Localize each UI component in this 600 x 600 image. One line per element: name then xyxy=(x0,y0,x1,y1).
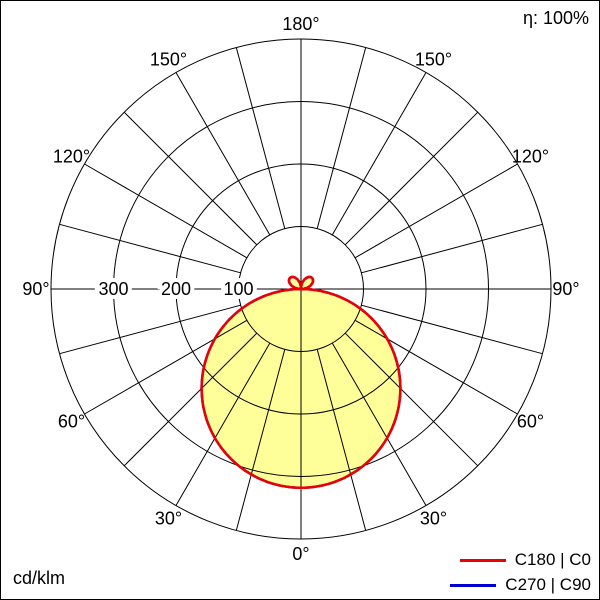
legend: C180 | C0 C270 | C90 xyxy=(450,550,591,595)
legend-line-c270-c90-icon xyxy=(450,583,497,587)
legend-line-c180-c0-icon xyxy=(459,558,506,562)
angle-label: 0° xyxy=(292,544,309,564)
efficiency-label: η: 100% xyxy=(522,8,589,28)
angle-label: 30° xyxy=(155,509,182,529)
ring-label: 200 xyxy=(161,279,191,299)
angle-label: 90° xyxy=(22,279,49,299)
ring-label: 300 xyxy=(98,279,128,299)
legend-item-c180-c0: C180 | C0 xyxy=(450,550,591,570)
angle-label: 150° xyxy=(150,50,187,70)
angle-labels: 0° 30° 30° 60° 60° 90° 90° 120° 120° 150° 150° 180° xyxy=(22,14,579,564)
angle-label: 60° xyxy=(517,412,544,432)
angle-label: 120° xyxy=(512,147,549,167)
legend-item-c270-c90: C270 | C90 xyxy=(450,575,591,595)
ring-labels: 300 200 100 xyxy=(94,275,257,303)
angle-label: 180° xyxy=(282,14,319,34)
grid-spokes xyxy=(59,47,543,531)
unit-label: cd/klm xyxy=(13,568,66,588)
legend-label-c180-c0: C180 | C0 xyxy=(514,550,591,569)
legend-label-c270-c90: C270 | C90 xyxy=(505,575,591,594)
angle-label: 30° xyxy=(420,509,447,529)
curve-c180-c0 xyxy=(200,275,402,490)
angle-label: 60° xyxy=(58,412,85,432)
angle-label: 120° xyxy=(53,147,90,167)
angle-label: 150° xyxy=(415,50,452,70)
angle-label: 90° xyxy=(552,279,579,299)
ring-label: 100 xyxy=(223,279,253,299)
